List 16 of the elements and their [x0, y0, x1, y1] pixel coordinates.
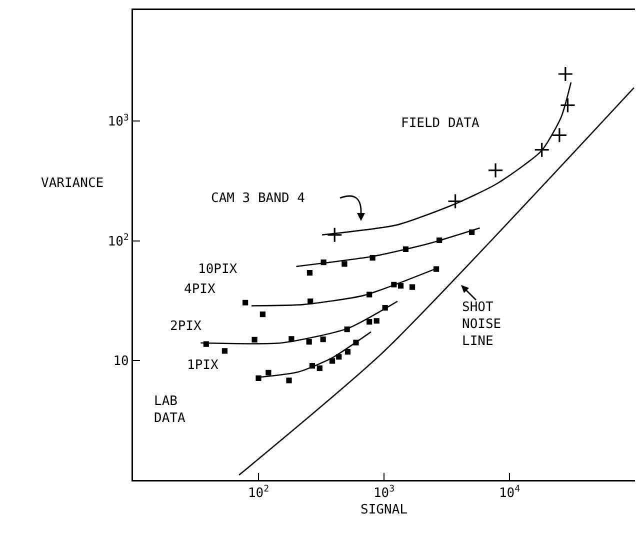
annotation: 4PIX [184, 282, 216, 297]
x-axis-title: SIGNAL [360, 502, 408, 518]
x-tick-label: 10$^{3}$ [373, 484, 395, 502]
x-tick-label: 10$^{2}$ [248, 484, 270, 502]
y-axis-title: VARIANCE [41, 176, 104, 191]
x-tick-label: 10$^{4}$ [498, 484, 521, 502]
annotation: 2PIX [170, 319, 202, 334]
annotation: SHOT NOISE LINE [462, 300, 502, 349]
annotation: FIELD DATA [401, 116, 480, 131]
y-tick-label: 10$^{3}$ [108, 113, 129, 130]
y-tick-label: 10$^{2}$ [108, 232, 129, 250]
annotation: CAM 3 BAND 4 [211, 191, 306, 206]
annotation: 10PIX [198, 262, 238, 277]
annotation: 1PIX [187, 358, 218, 373]
y-tick-label: 10 [113, 354, 129, 369]
annotation: LAB DATA [154, 394, 186, 426]
